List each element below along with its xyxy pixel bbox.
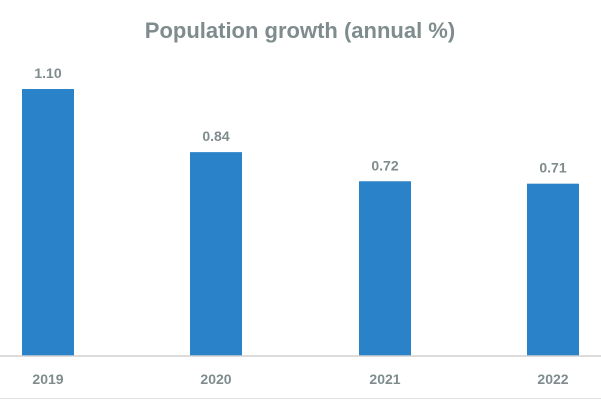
bar-2019 [22, 89, 74, 356]
bar-2021 [359, 181, 411, 356]
data-label: 0.72 [371, 157, 398, 173]
data-label: 1.10 [34, 65, 61, 81]
x-tick-label: 2021 [369, 371, 400, 387]
x-tick-label: 2020 [200, 371, 231, 387]
bar-2022 [527, 183, 579, 356]
x-tick-label: 2019 [32, 371, 63, 387]
data-label: 0.71 [539, 160, 566, 176]
data-label: 0.84 [202, 128, 229, 144]
chart-title: Population growth (annual %) [145, 18, 455, 43]
bar-2020 [190, 152, 242, 356]
x-tick-label: 2022 [537, 371, 568, 387]
